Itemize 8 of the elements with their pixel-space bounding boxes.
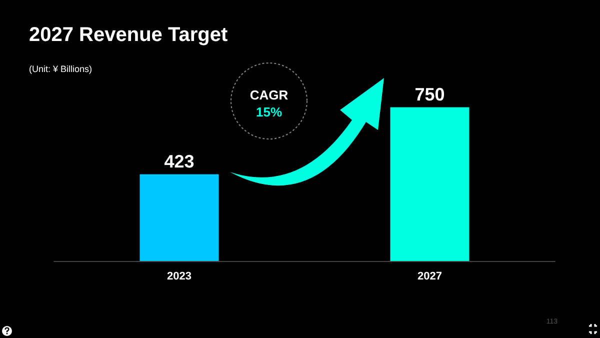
- x-tick-label: 2027: [418, 270, 442, 282]
- chart-title: 2027 Revenue Target: [29, 24, 228, 47]
- chart-subtitle: (Unit: ¥ Billions): [29, 64, 92, 74]
- x-tick-label: 2023: [167, 270, 192, 282]
- text: CAGR: [250, 88, 288, 102]
- data-label: 750: [414, 84, 445, 104]
- data-label: 423: [164, 151, 194, 172]
- annotation: 15%: [256, 104, 282, 120]
